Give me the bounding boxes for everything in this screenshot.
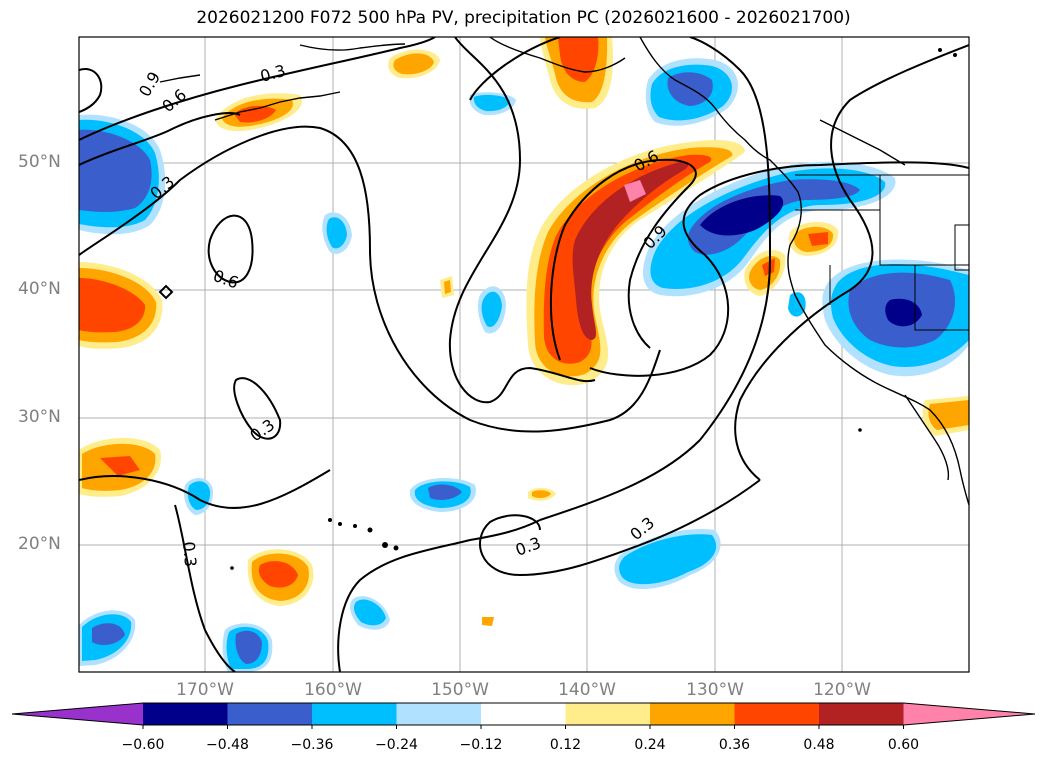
colorbar-tick-label: −0.12: [459, 737, 503, 753]
colorbar-segment: [312, 703, 397, 725]
colorbar-segment: [734, 703, 820, 725]
lon-label-150w: 150°W: [431, 680, 489, 700]
colorbar-tick-label: 0.12: [549, 737, 582, 753]
contour-label: 0.6: [158, 85, 190, 116]
map-title: 2026021200 F072 500 hPa PV, precipitatio…: [196, 8, 851, 28]
colorbar-tick-label: 0.24: [634, 737, 666, 753]
negative-sw-us: [788, 259, 969, 377]
contour-label: 0.3: [179, 541, 200, 568]
colorbar-segment: [650, 703, 735, 725]
colorbar-segment: [819, 703, 904, 725]
colorbar-segment: [143, 703, 228, 725]
lat-label-20n: 20°N: [18, 534, 61, 554]
colorbar-tick-label: −0.48: [206, 737, 249, 753]
colorbar-segment: [565, 703, 651, 725]
contour-label: 0.3: [513, 533, 543, 560]
contour-label: 0.3: [258, 61, 288, 86]
misc-small-blobs: [79, 212, 721, 672]
colorbar-extend-min: [12, 703, 143, 725]
lat-label-40n: 40°N: [18, 279, 61, 299]
colorbar-segment: [227, 703, 313, 725]
lon-label-160w: 160°W: [304, 680, 362, 700]
map-frame: [78, 36, 970, 673]
colorbar-tick-label: 0.36: [718, 737, 751, 753]
lat-label-50n: 50°N: [18, 152, 61, 172]
contour-label: 0.9: [135, 68, 164, 100]
pv-contours: [79, 37, 969, 672]
positive-coast-blobs: [744, 221, 969, 436]
colorbar-tick-label: −0.24: [375, 737, 418, 753]
precip-fields: 0.9 0.6 0.3 0.3 0.6 0.6 0.9 0.3 0.3 0.3 …: [79, 37, 969, 672]
borders: [795, 174, 969, 331]
colorbar-tick-label: 0.48: [803, 737, 835, 753]
positive-25n-west: [79, 437, 161, 497]
alaska-blobs: [388, 37, 738, 126]
lon-label-170w: 170°W: [176, 680, 234, 700]
colorbar-tick-label: −0.60: [121, 737, 165, 753]
west-negative: [79, 114, 166, 235]
colorbar-extend-max: [903, 703, 1035, 725]
contour-label: 0.6: [211, 266, 241, 293]
colorbar: [11, 702, 1036, 729]
lat-label-30n: 30°N: [18, 407, 61, 427]
west-positive-40n: [79, 262, 163, 349]
lon-label-140w: 140°W: [558, 680, 616, 700]
islands: [230, 48, 957, 570]
colorbar-segment: [481, 703, 566, 725]
contour-label: 0.3: [246, 415, 278, 445]
colorbar-tick-label: 0.60: [887, 737, 920, 753]
colorbar-segment: [396, 703, 482, 725]
coastlines: [159, 37, 969, 506]
lon-label-130w: 130°W: [686, 680, 744, 700]
aleutian-positive: [215, 93, 302, 132]
lon-label-120w: 120°W: [813, 680, 871, 700]
colorbar-tick-label: −0.36: [290, 737, 334, 753]
